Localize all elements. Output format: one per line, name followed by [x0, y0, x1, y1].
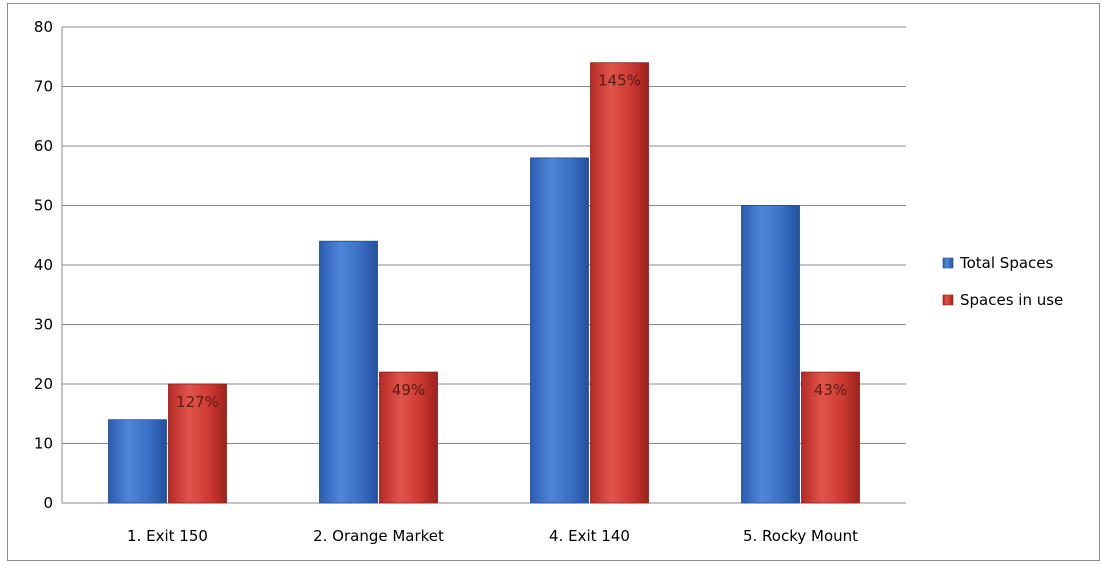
bar-spaces-in-use-2	[590, 62, 649, 504]
bar-total-spaces-1	[319, 240, 378, 504]
y-tick-label: 60	[34, 137, 53, 155]
x-axis-tick-labels: 1. Exit 150 2. Orange Market 4. Exit 140 5.…	[127, 527, 858, 545]
legend-label: Spaces in use	[960, 291, 1063, 309]
y-tick-label: 50	[34, 197, 53, 215]
x-tick-label: 1. Exit 150	[127, 527, 208, 545]
y-tick-label: 10	[34, 435, 53, 453]
bar-total-spaces-3	[741, 205, 800, 504]
bar-spaces-in-use-0	[168, 383, 227, 504]
y-axis-tick-labels: 0 10 20 30 40 50 60 70 80	[34, 18, 53, 512]
data-label: 49%	[392, 381, 425, 399]
y-tick-label: 0	[43, 494, 53, 512]
bar-total-spaces-0	[108, 419, 167, 504]
bar-spaces-in-use-3	[801, 371, 860, 504]
data-labels: 127% 49% 145% 43%	[176, 72, 847, 411]
legend-label: Total Spaces	[959, 254, 1054, 272]
legend-swatch-spaces-in-use	[942, 294, 954, 306]
x-tick-label: 5. Rocky Mount	[743, 527, 858, 545]
legend: Total Spaces Spaces in use	[942, 254, 1063, 309]
y-tick-label: 20	[34, 375, 53, 393]
data-label: 127%	[176, 393, 219, 411]
y-tick-label: 40	[34, 256, 53, 274]
data-label: 145%	[598, 72, 641, 90]
x-tick-label: 4. Exit 140	[549, 527, 630, 545]
y-tick-label: 30	[34, 316, 53, 334]
y-tick-label: 80	[34, 18, 53, 36]
x-tick-label: 2. Orange Market	[313, 527, 444, 545]
bar-total-spaces-2	[530, 157, 589, 504]
bar-spaces-in-use-1	[379, 371, 438, 504]
data-label: 43%	[814, 381, 847, 399]
bars	[108, 62, 860, 504]
legend-swatch-total-spaces	[942, 257, 954, 269]
y-tick-label: 70	[34, 78, 53, 96]
